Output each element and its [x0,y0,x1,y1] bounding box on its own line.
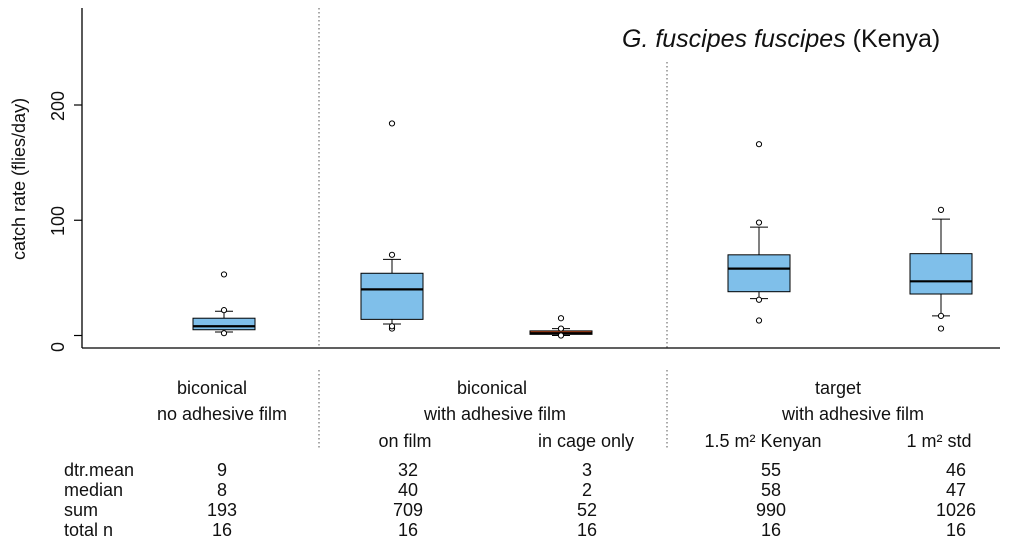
outlier-point [220,330,228,337]
table-cell: 709 [392,500,424,520]
box-3 [529,315,593,339]
table-cell: 1026 [935,500,977,520]
outlier-point [557,332,565,339]
table-cell: 52 [576,500,598,520]
outlier-point [937,312,945,320]
table-cell: 16 [576,520,598,540]
ytick-label-0: 0 [48,341,68,353]
table-column-4: 55 58 990 16 [756,460,786,540]
iqr-box [909,253,973,295]
chart-title-location: (Kenya) [845,25,941,53]
outlier-point [755,296,763,303]
sublabel-kenyan-target: 1.5 m² Kenyan [704,431,822,451]
axes [74,8,1000,448]
row-label-median: median [64,480,124,500]
table-column-5: 46 47 1026 16 [936,460,976,540]
box-4 [727,141,791,324]
table-column-3: 3 2 52 16 [577,460,597,540]
outlier-point [388,323,396,330]
table-column-2: 32 40 709 16 [393,460,423,540]
box-2 [360,120,424,332]
group-label-2-line2: with adhesive film [423,404,567,424]
outlier-point [220,307,228,314]
outlier-point [388,251,396,258]
outlier-point [388,120,396,127]
table-cell: 16 [760,520,782,540]
sublabel-in-cage-only: in cage only [537,431,635,451]
group-label-1-line2: no adhesive film [156,404,288,424]
table-cell: 16 [211,520,233,540]
iqr-box [192,317,256,331]
group-label-1-line1: biconical [176,378,248,398]
group-label-3-line1: target [814,378,862,398]
table-cell: 47 [945,480,967,500]
table-cell: 990 [755,500,787,520]
table-cell: 32 [397,460,419,480]
group-label-2-line1: biconical [456,378,528,398]
row-label-dtr-mean: dtr.mean [64,460,135,480]
table-cell: 8 [216,480,228,500]
table-cell: 193 [206,500,238,520]
outlier-point [557,325,565,332]
table-cell: 16 [945,520,967,540]
table-cell: 55 [760,460,782,480]
row-label-total-n: total n [64,520,114,540]
outlier-point [557,315,565,322]
table-cell: 16 [397,520,419,540]
table-cell: 46 [945,460,967,480]
sublabel-on-film: on film [378,431,432,451]
box-1 [192,271,256,337]
row-label-sum: sum [64,500,99,520]
table-cell: 9 [216,460,228,480]
group-label-3-line2: with adhesive film [781,404,925,424]
table-cell: 2 [581,480,592,500]
outlier-point [755,141,763,148]
table-cell: 58 [760,480,782,500]
iqr-box [360,272,424,320]
outlier-point [937,325,945,332]
chart-title: G. fuscipes fuscipes (Kenya) [622,24,940,54]
table-cell: 40 [397,480,419,500]
table-cell: 3 [581,460,592,480]
table-row-labels: dtr.mean median sum total n [64,460,134,540]
box-series [192,120,973,339]
ytick-label-100: 100 [48,205,68,237]
box-5 [909,206,973,332]
y-axis-label: catch rate (flies/day) [9,97,29,260]
outlier-point [755,219,763,226]
ytick-label-200: 200 [48,90,68,122]
chart-title-species: G. fuscipes fuscipes [622,25,846,53]
outlier-point [937,206,945,213]
iqr-box [727,254,791,293]
outlier-point [755,317,763,324]
outlier-point [220,271,228,278]
sublabel-std-target: 1 m² std [906,431,972,451]
table-column-1: 9 8 193 16 [207,460,237,540]
